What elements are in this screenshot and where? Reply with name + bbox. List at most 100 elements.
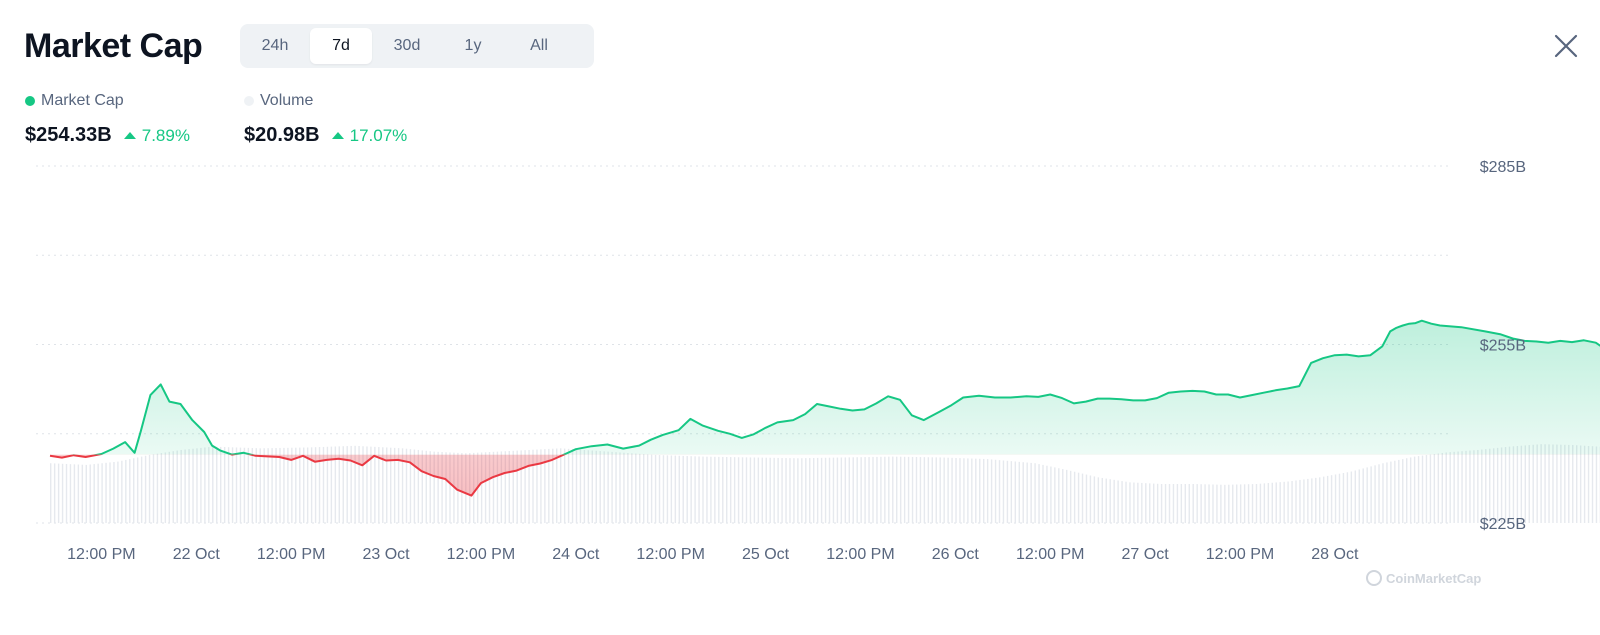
x-tick-label: 28 Oct [1311,546,1359,563]
volume-bar [789,458,791,523]
volume-bar [1137,482,1139,523]
volume-bar [295,447,297,523]
volume-bar [129,459,131,523]
volume-bar [975,458,977,523]
volume-bar [1437,453,1440,523]
volume-bar [1145,483,1147,523]
x-tick-label: 12:00 PM [826,546,894,563]
volume-bar [1342,472,1345,523]
volume-bar [1528,445,1530,523]
volume-bar [449,452,451,523]
volume-bar [283,447,285,523]
volume-bar [1552,444,1554,523]
volume-bar [417,449,420,523]
volume-bar [516,450,518,523]
volume-bar [959,458,961,523]
volume-bar [963,458,965,523]
volume-bars [50,444,1600,523]
volume-bar [702,456,704,523]
volume-bar [1461,451,1463,523]
volume-bar [753,457,756,523]
volume-bar [1496,447,1499,523]
watermark-text: CoinMarketCap [1386,570,1482,586]
volume-bar [1548,444,1550,523]
volume-bar [907,456,910,523]
volume-bar [1362,468,1364,523]
range-tab-1y[interactable]: 1y [442,28,504,64]
volume-bar [1350,471,1353,523]
range-tab-30d[interactable]: 30d [376,28,438,64]
volume-bar [386,447,388,523]
volume-bar [1322,476,1325,523]
volume-bar [358,446,360,523]
volume-bar [362,446,364,523]
close-button[interactable] [1550,30,1582,62]
volume-bar [322,446,325,523]
volume-bar [1156,483,1159,523]
volume-bar [1319,477,1321,523]
volume-bar [125,459,127,523]
volume-bar [903,456,906,523]
volume-bar [1390,461,1392,523]
volume-bar [1568,444,1570,523]
volume-bar [429,451,431,523]
volume-bar [1069,470,1072,523]
volume-bar [1010,461,1013,523]
volume-bar [1532,444,1534,523]
volume-bar [318,447,321,523]
volume-bar [1579,445,1582,523]
volume-bar [994,459,997,523]
volume-bar [563,448,566,523]
legend-volume-label: Volume [260,92,314,109]
x-tick-label: 24 Oct [552,546,600,563]
volume-bar [216,446,218,523]
volume-bar [1054,467,1056,523]
volume-bar [512,450,514,523]
range-tab-24h[interactable]: 24h [244,28,306,64]
x-tick-label: 25 Oct [742,546,790,563]
range-tab-all[interactable]: All [508,28,570,64]
volume-bar [982,458,985,523]
volume-bar [1417,456,1420,523]
volume-bar [1544,444,1546,523]
volume-bar [1101,477,1103,523]
volume-bar [939,457,941,523]
volume-bar [393,447,396,523]
volume-bar [93,464,95,523]
volume-bar [492,451,495,523]
volume-bar [575,449,578,523]
volume-bar [113,461,115,523]
volume-bar [1208,484,1210,523]
range-tab-7d[interactable]: 7d [310,28,372,64]
volume-bar [1172,483,1175,523]
volume-bar [1243,484,1246,523]
x-tick-label: 27 Oct [1122,546,1170,563]
legend-volume[interactable]: Volume [244,92,313,110]
volume-bar [1097,477,1100,523]
legend-market-cap[interactable]: Market Cap [25,92,124,110]
coinmarketcap-logo-icon [1366,570,1382,586]
volume-bar [50,463,52,523]
volume-stat: $20.98B 17.07% [244,124,407,147]
volume-bar [1358,469,1360,523]
volume-bar [860,457,862,523]
volume-bar [785,458,787,523]
volume-bar [488,452,491,523]
volume-bar [1398,459,1400,523]
volume-bar [1299,479,1301,523]
volume-bar [247,447,250,523]
volume-bar [559,448,562,523]
volume-bar [184,449,186,523]
volume-bar [85,464,87,523]
volume-bar [421,450,424,523]
volume-bar [1042,464,1044,523]
volume-bar [1141,482,1143,523]
volume-bar [1374,465,1376,523]
page-title: Market Cap [24,27,203,65]
volume-bar [1504,447,1507,523]
volume-bar [579,449,582,523]
volume-bar [1295,480,1297,523]
volume-bar [401,448,404,523]
volume-bar [1477,449,1479,523]
